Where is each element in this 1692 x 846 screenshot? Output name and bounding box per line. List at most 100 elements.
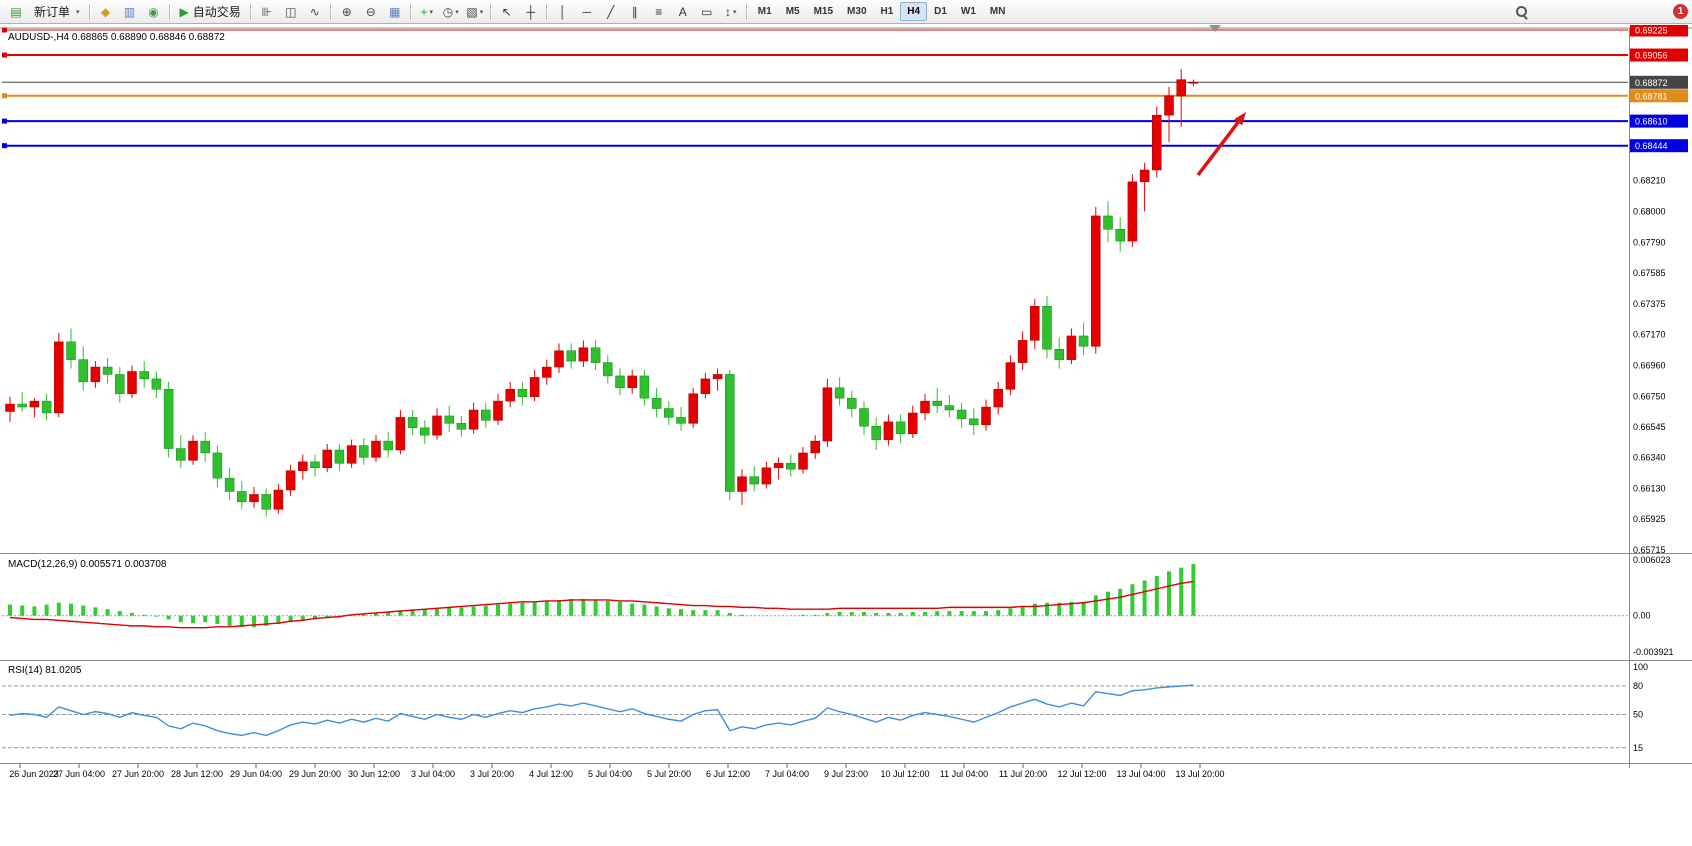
- vertical-line-icon[interactable]: │: [559, 4, 567, 19]
- new-chart-icon[interactable]: ▤: [10, 4, 22, 19]
- svg-text:9 Jul 23:00: 9 Jul 23:00: [824, 769, 868, 779]
- fibonacci-icon[interactable]: ≡: [655, 4, 663, 19]
- svg-text:15: 15: [1633, 743, 1643, 753]
- svg-text:28 Jun 12:00: 28 Jun 12:00: [171, 769, 223, 779]
- templates-icon[interactable]: ▧ ▾: [466, 4, 484, 19]
- timeframe-m5[interactable]: M5: [785, 6, 800, 17]
- toolbar-separator: [409, 3, 412, 20]
- periods-icon[interactable]: ◷ ▾: [442, 4, 459, 19]
- toolbar-separator: [168, 3, 171, 20]
- svg-text:-0.003921: -0.003921: [1633, 647, 1674, 657]
- chevron-down-icon: ▾: [455, 8, 459, 16]
- timeframe-mn[interactable]: MN: [989, 6, 1006, 17]
- svg-text:29 Jun 20:00: 29 Jun 20:00: [289, 769, 341, 779]
- toolbar-separator: [249, 3, 252, 20]
- horizontal-lines[interactable]: [2, 27, 1628, 149]
- svg-text:11 Jul 04:00: 11 Jul 04:00: [940, 769, 988, 779]
- svg-text:3 Jul 20:00: 3 Jul 20:00: [470, 769, 514, 779]
- svg-text:30 Jun 12:00: 30 Jun 12:00: [348, 769, 400, 779]
- horizontal-line-icon[interactable]: ─: [582, 4, 592, 19]
- svg-text:4 Jul 12:00: 4 Jul 12:00: [529, 769, 573, 779]
- candlesticks: [5, 69, 1199, 517]
- timeframe-m1[interactable]: M1: [757, 6, 772, 17]
- chevron-down-icon: ▾: [429, 8, 434, 16]
- timeframe-m15[interactable]: M15: [813, 6, 834, 17]
- svg-text:3 Jul 04:00: 3 Jul 04:00: [411, 769, 455, 779]
- svg-text:0.00: 0.00: [1633, 611, 1651, 621]
- svg-text:13 Jul 20:00: 13 Jul 20:00: [1175, 769, 1224, 779]
- svg-text:0.67375: 0.67375: [1633, 299, 1666, 309]
- svg-text:12 Jul 12:00: 12 Jul 12:00: [1057, 769, 1106, 779]
- candlestick-chart-icon[interactable]: ◫: [285, 4, 297, 19]
- trendline-icon[interactable]: ╱: [607, 4, 615, 19]
- pane-frames: [0, 27, 1692, 768]
- timeframe-h1[interactable]: H1: [880, 6, 894, 17]
- magnifier-glass: [1515, 5, 1528, 18]
- new-order-button[interactable]: 新订单 ▾: [28, 2, 86, 22]
- auto-trading-button-icon: ▶: [179, 4, 189, 19]
- bar-chart-icon[interactable]: ⊪: [261, 4, 272, 19]
- sound-icon[interactable]: ◉: [148, 4, 159, 19]
- timeframe-w1[interactable]: W1: [960, 6, 976, 17]
- timeframe-h4[interactable]: H4: [900, 2, 928, 21]
- svg-text:6 Jul 12:00: 6 Jul 12:00: [706, 769, 750, 779]
- svg-text:27 Jun 20:00: 27 Jun 20:00: [112, 769, 164, 779]
- chevron-down-icon: ▾: [76, 8, 80, 16]
- cursor-icon[interactable]: ↖: [501, 4, 512, 19]
- svg-text:MACD(12,26,9) 0.005571 0.00370: MACD(12,26,9) 0.005571 0.003708: [8, 559, 167, 570]
- timeframe-d1[interactable]: D1: [934, 6, 947, 17]
- chevron-down-icon: ▾: [479, 8, 484, 16]
- svg-text:0.68000: 0.68000: [1633, 206, 1666, 216]
- svg-text:0.68210: 0.68210: [1633, 175, 1666, 185]
- svg-text:0.68781: 0.68781: [1635, 91, 1668, 101]
- crosshair-icon[interactable]: ┼: [526, 4, 536, 19]
- toolbar-separator: [545, 3, 548, 20]
- new-order-button-label: 新订单: [34, 5, 71, 19]
- toolbar-separator: [88, 3, 91, 20]
- toolbar-separator: [329, 3, 332, 20]
- svg-text:7 Jul 04:00: 7 Jul 04:00: [765, 769, 809, 779]
- charts-profile-icon[interactable]: ◆: [100, 4, 111, 19]
- line-chart-icon[interactable]: ∿: [309, 4, 320, 19]
- text-label-icon[interactable]: ▭: [701, 4, 713, 19]
- price-axis: 0.68210 0.68000 0.67790 0.67585 0.67375 0.671…: [1633, 175, 1666, 555]
- text-icon[interactable]: A: [678, 4, 687, 19]
- svg-text:50: 50: [1633, 710, 1643, 720]
- svg-text:0.65715: 0.65715: [1633, 545, 1666, 555]
- tile-windows-icon[interactable]: ▦: [389, 4, 401, 19]
- svg-text:0.66340: 0.66340: [1633, 452, 1666, 462]
- svg-text:0.68444: 0.68444: [1635, 141, 1668, 151]
- indicators-icon[interactable]: + ▾: [420, 4, 434, 19]
- svg-text:26 Jun 2023: 26 Jun 2023: [9, 769, 59, 779]
- svg-text:0.65925: 0.65925: [1633, 514, 1666, 524]
- equidistant-channel-icon[interactable]: ∥: [631, 4, 638, 19]
- annotation-arrow[interactable]: [1196, 112, 1246, 177]
- chart-shift-marker[interactable]: [1209, 25, 1221, 32]
- svg-text:10 Jul 12:00: 10 Jul 12:00: [880, 769, 929, 779]
- zoom-in-icon[interactable]: ⊕: [341, 4, 352, 19]
- notification-badge[interactable]: 1: [1673, 4, 1688, 19]
- svg-text:0.66130: 0.66130: [1633, 484, 1666, 494]
- svg-text:AUDUSD-,H4 0.68865 0.68890 0.6: AUDUSD-,H4 0.68865 0.68890 0.68846 0.688…: [8, 32, 225, 43]
- timeframe-m30[interactable]: M30: [847, 6, 867, 17]
- svg-text:0.66750: 0.66750: [1633, 392, 1666, 402]
- svg-text:0.68610: 0.68610: [1635, 117, 1668, 127]
- zoom-out-icon[interactable]: ⊖: [365, 4, 376, 19]
- svg-text:0.66545: 0.66545: [1633, 422, 1666, 432]
- rsi-pane: RSI(14) 81.0205 100 80 50 15: [2, 662, 1648, 753]
- chart-area: 0.68210 0.68000 0.67790 0.67585 0.67375 0.671…: [0, 25, 1692, 846]
- audusd-h4-chart[interactable]: 0.68210 0.68000 0.67790 0.67585 0.67375 0.671…: [0, 25, 1692, 846]
- arrows-icon[interactable]: ↕ ▾: [725, 4, 737, 19]
- print-icon[interactable]: ▥: [123, 4, 136, 19]
- svg-text:0.67170: 0.67170: [1633, 329, 1666, 339]
- svg-text:13 Jul 04:00: 13 Jul 04:00: [1116, 769, 1165, 779]
- search-icon[interactable]: [1509, 2, 1533, 22]
- svg-text:29 Jun 04:00: 29 Jun 04:00: [230, 769, 282, 779]
- toolbar-separator: [489, 3, 492, 20]
- svg-text:0.69056: 0.69056: [1635, 51, 1668, 61]
- auto-trading-button[interactable]: ▶ 自动交易: [174, 2, 247, 22]
- macd-pane: MACD(12,26,9) 0.005571 0.003708 0.006023 0…: [2, 555, 1674, 657]
- toolbar-separator: [745, 3, 748, 20]
